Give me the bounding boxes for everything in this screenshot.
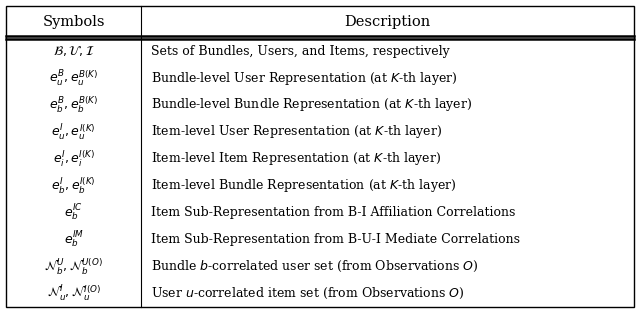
Text: Item Sub-Representation from B-I Affiliation Correlations: Item Sub-Representation from B-I Affilia…: [151, 206, 515, 219]
Text: Symbols: Symbols: [43, 15, 105, 29]
Text: Description: Description: [344, 15, 431, 29]
Text: Bundle-level Bundle Representation (at $K$-th layer): Bundle-level Bundle Representation (at $…: [151, 96, 472, 113]
Text: $\mathcal{B}, \mathcal{U}, \mathcal{I}$: $\mathcal{B}, \mathcal{U}, \mathcal{I}$: [53, 44, 95, 58]
Text: $e_u^B, e_u^{B(K)}$: $e_u^B, e_u^{B(K)}$: [49, 68, 99, 88]
Text: Bundle $b$-correlated user set (from Observations $O$): Bundle $b$-correlated user set (from Obs…: [151, 259, 478, 274]
Text: $\mathcal{N}_u^I, \mathcal{N}_u^{I(O)}$: $\mathcal{N}_u^I, \mathcal{N}_u^{I(O)}$: [47, 284, 101, 303]
Text: Bundle-level User Representation (at $K$-th layer): Bundle-level User Representation (at $K$…: [151, 69, 458, 86]
Text: User $u$-correlated item set (from Observations $O$): User $u$-correlated item set (from Obser…: [151, 286, 464, 301]
Text: Item-level Bundle Representation (at $K$-th layer): Item-level Bundle Representation (at $K$…: [151, 177, 456, 194]
Text: $e_u^I, e_u^{I(K)}$: $e_u^I, e_u^{I(K)}$: [51, 122, 96, 141]
Text: $e_b^B, e_b^{B(K)}$: $e_b^B, e_b^{B(K)}$: [49, 95, 99, 115]
Text: $\mathcal{N}_b^U, \mathcal{N}_b^{U(O)}$: $\mathcal{N}_b^U, \mathcal{N}_b^{U(O)}$: [44, 256, 103, 276]
Text: $e_b^I, e_b^{I(K)}$: $e_b^I, e_b^{I(K)}$: [51, 176, 96, 196]
Text: $e_b^{IM}$: $e_b^{IM}$: [64, 229, 84, 249]
Text: Item-level User Representation (at $K$-th layer): Item-level User Representation (at $K$-t…: [151, 123, 442, 140]
Text: Item-level Item Representation (at $K$-th layer): Item-level Item Representation (at $K$-t…: [151, 150, 441, 167]
Text: Item Sub-Representation from B-U-I Mediate Correlations: Item Sub-Representation from B-U-I Media…: [151, 233, 520, 246]
Text: $e_i^I, e_i^{I(K)}$: $e_i^I, e_i^{I(K)}$: [52, 149, 95, 169]
Text: $e_b^{IC}$: $e_b^{IC}$: [65, 203, 83, 223]
Text: Sets of Bundles, Users, and Items, respectively: Sets of Bundles, Users, and Items, respe…: [151, 45, 449, 58]
